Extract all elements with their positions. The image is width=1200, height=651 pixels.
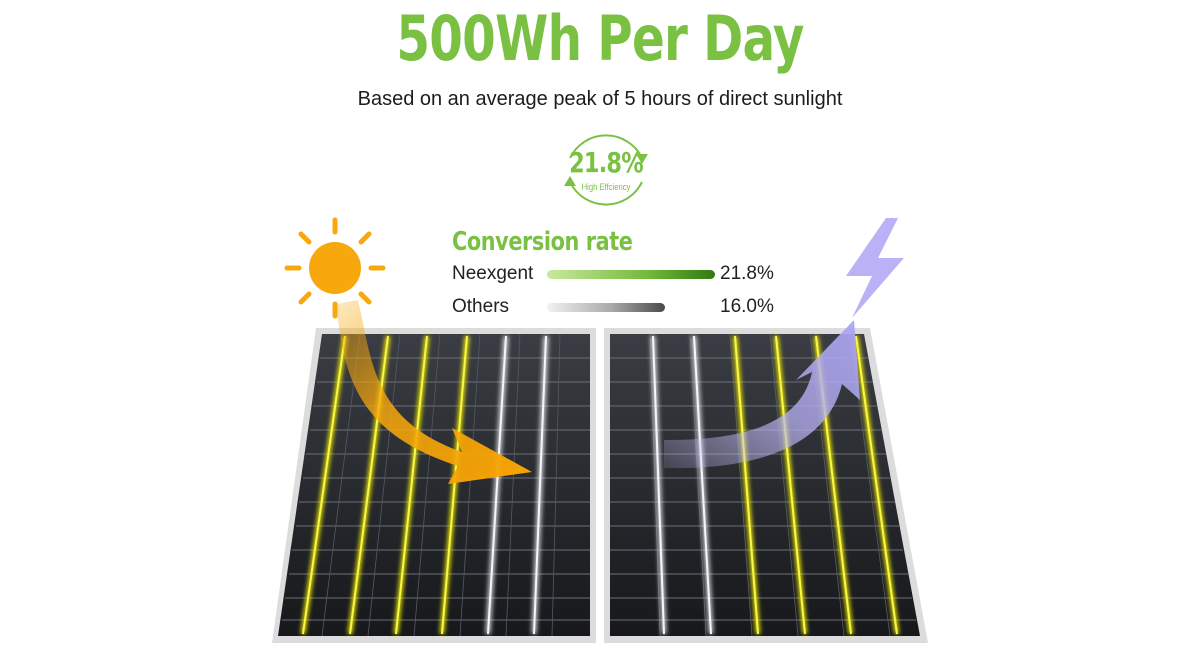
efficiency-badge: 21.8% High Effciency xyxy=(556,122,656,218)
conversion-title: Conversion rate xyxy=(452,227,633,257)
neexgent-value: 21.8% xyxy=(720,263,774,284)
badge-value: 21.8% xyxy=(569,146,644,179)
solar-panel-left xyxy=(272,328,596,643)
sun-icon xyxy=(284,217,386,319)
lightning-bolt-icon xyxy=(846,218,904,318)
sunlight-arrow xyxy=(336,300,532,484)
others-bar xyxy=(547,303,665,312)
headline: 500Wh Per Day xyxy=(396,2,804,75)
subheadline: Based on an average peak of 5 hours of d… xyxy=(357,88,843,110)
energy-arrow xyxy=(664,320,860,469)
others-value: 16.0% xyxy=(720,296,774,317)
solar-panel-right xyxy=(604,328,928,643)
others-label: Others xyxy=(452,296,510,317)
neexgent-label: Neexgent xyxy=(452,263,534,284)
neexgent-bar xyxy=(547,270,715,279)
badge-caption: High Effciency xyxy=(581,182,631,192)
cycle-arrows-icon xyxy=(564,134,648,206)
